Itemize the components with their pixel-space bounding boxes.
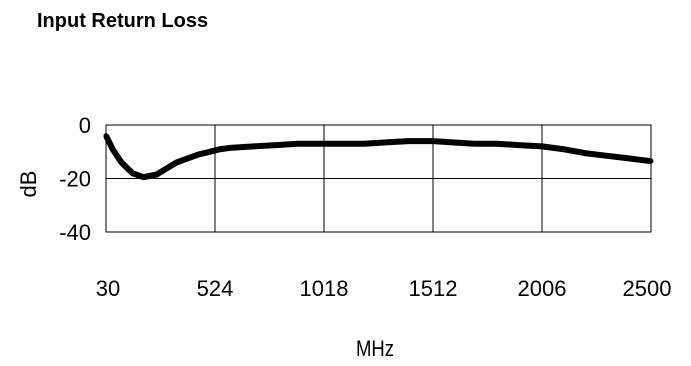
data-point (637, 157, 643, 163)
chart-title: Input Return Loss (37, 10, 209, 32)
data-point (207, 149, 213, 155)
data-point (361, 141, 367, 147)
data-point (405, 138, 411, 144)
data-point (163, 166, 169, 172)
plot-frame (105, 124, 652, 233)
data-point (449, 139, 455, 145)
data-point (560, 146, 566, 152)
data-point (118, 159, 124, 165)
x-tick-label: 1512 (409, 276, 458, 301)
data-point (218, 146, 224, 152)
data-point (174, 159, 180, 165)
x-tick-label: 524 (197, 276, 234, 301)
y-axis-label: dB (16, 171, 41, 198)
data-point (539, 143, 545, 149)
data-point (471, 141, 477, 147)
data-point (626, 155, 632, 161)
data-point (516, 142, 522, 148)
data-point (229, 145, 235, 151)
data-point (154, 171, 160, 177)
data-point (494, 141, 500, 147)
data-point (110, 146, 116, 152)
data-point (317, 141, 323, 147)
x-tick-label: 2006 (518, 276, 567, 301)
data-point (383, 139, 389, 145)
series-layer (103, 133, 654, 181)
y-tick-label: 0 (79, 113, 91, 138)
x-tick-label: 2500 (623, 276, 672, 301)
data-point (273, 142, 279, 148)
x-axis-label: MHz (356, 336, 394, 361)
x-tick-label: 1018 (300, 276, 349, 301)
data-point (648, 158, 654, 164)
x-tick-labels: 30 524 1018 1512 2006 2500 (96, 276, 672, 301)
y-tick-label: -20 (59, 167, 91, 192)
data-point (295, 141, 301, 147)
data-point (185, 155, 191, 161)
data-point (604, 153, 610, 159)
y-tick-labels: 0 -20 -40 (59, 113, 91, 245)
data-point (196, 151, 202, 157)
data-point (129, 170, 135, 176)
data-point (339, 141, 345, 147)
y-tick-label: -40 (59, 220, 91, 245)
data-point (582, 150, 588, 156)
data-point (251, 143, 257, 149)
data-point (103, 133, 109, 139)
data-point (430, 138, 436, 144)
data-point (141, 174, 147, 180)
x-tick-label: 30 (96, 276, 120, 301)
